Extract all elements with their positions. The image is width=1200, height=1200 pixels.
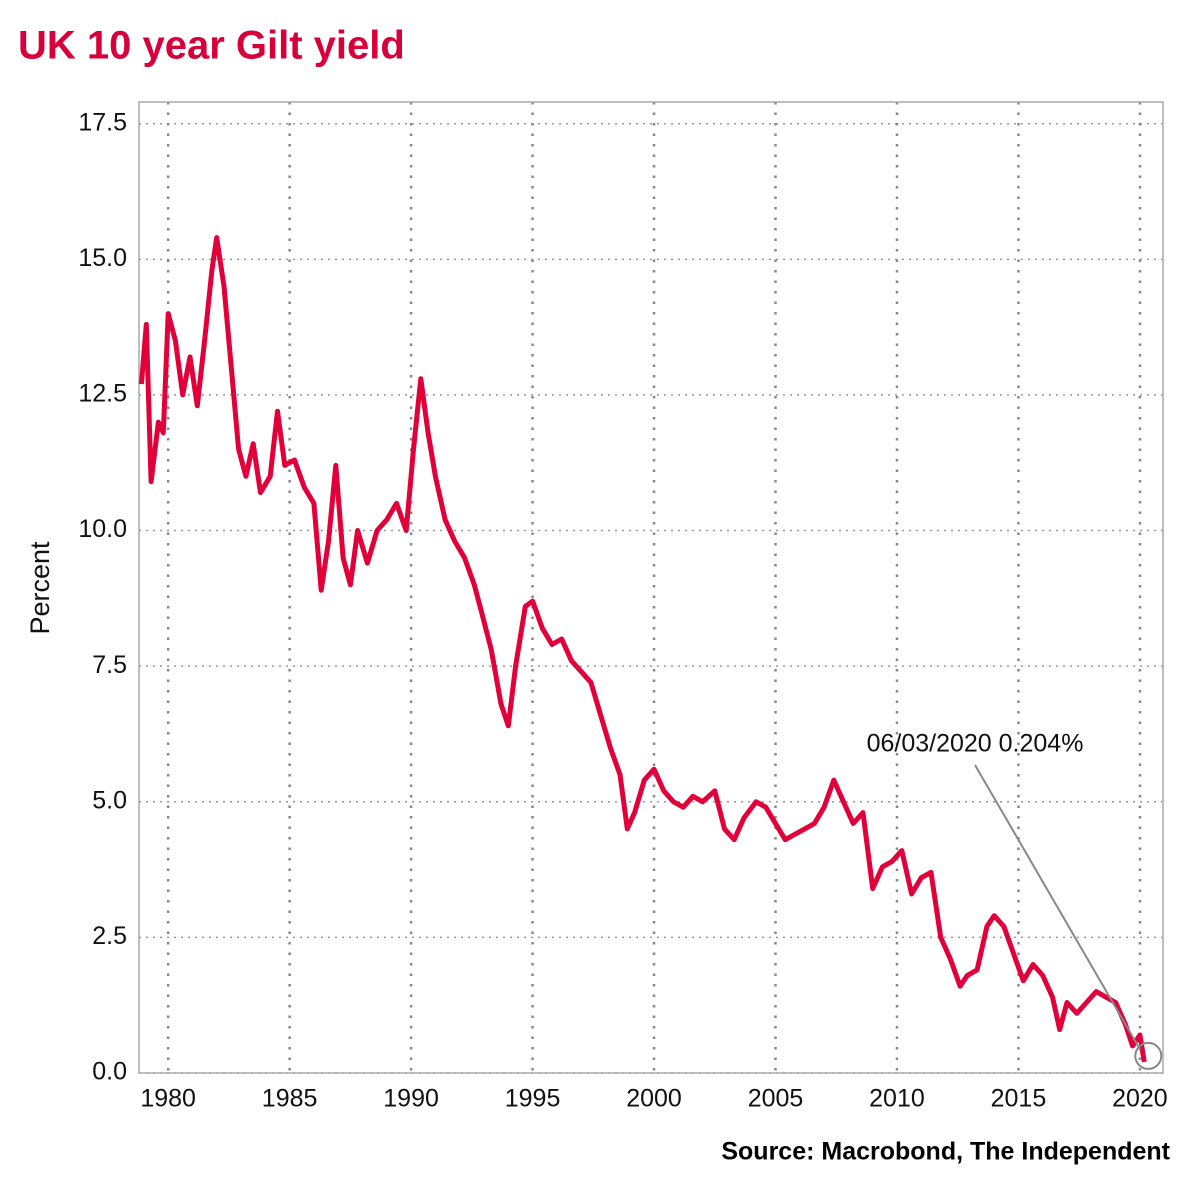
y-axis-label: Percent — [25, 541, 55, 635]
chart-title: UK 10 year Gilt yield — [18, 24, 405, 68]
y-tick-label: 10.0 — [78, 515, 127, 543]
source: Source: Macrobond, The Independent — [721, 1138, 1170, 1166]
y-tick-label: 5.0 — [92, 786, 127, 814]
line-series — [138, 235, 1147, 1063]
plot-frame — [138, 101, 1164, 1074]
x-tick-label: 1995 — [505, 1085, 561, 1113]
y-tick-label: 2.5 — [92, 922, 127, 950]
y-tick-label: 15.0 — [78, 244, 127, 272]
annotation: 06/03/2020 0.204% — [867, 730, 1084, 758]
x-tick-label: 1980 — [140, 1085, 196, 1113]
x-tick-label: 2000 — [626, 1085, 682, 1113]
y-tick-label: 7.5 — [92, 651, 127, 679]
annotation-leader — [974, 764, 1142, 1051]
annotation-circle — [1134, 1041, 1163, 1070]
x-tick-label: 2010 — [869, 1085, 925, 1113]
x-tick-label: 1990 — [383, 1085, 439, 1113]
y-tick-label: 17.5 — [78, 108, 127, 136]
y-tick-label: 0.0 — [92, 1058, 127, 1086]
x-tick-label: 2005 — [748, 1085, 804, 1113]
x-tick-label: 2020 — [1112, 1085, 1168, 1113]
y-tick-label: 12.5 — [78, 380, 127, 408]
x-tick-label: 1985 — [262, 1085, 318, 1113]
x-tick-label: 2015 — [991, 1085, 1047, 1113]
